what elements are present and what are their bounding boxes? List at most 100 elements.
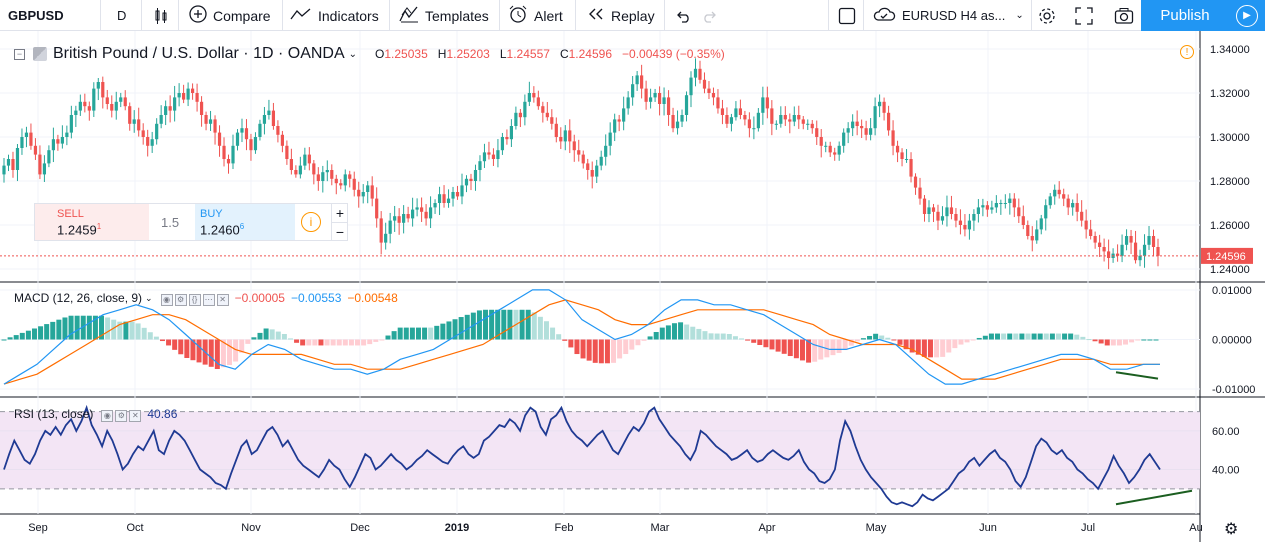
candle-body [1057, 189, 1061, 195]
fullscreen-button[interactable] [1075, 0, 1093, 31]
braces-icon[interactable]: {} [188, 293, 201, 306]
publish-video-button[interactable]: ▶ [1229, 0, 1265, 31]
candle-body [298, 165, 302, 175]
chevron-down-icon[interactable]: ⌄ [145, 292, 153, 303]
candle-body [343, 174, 347, 186]
candle-body [909, 159, 913, 177]
symbol-search[interactable]: GBPUSD [8, 8, 64, 23]
time-tick-label: Feb [555, 522, 574, 534]
publish-button[interactable]: Publish [1141, 0, 1229, 31]
candle-body [208, 119, 213, 124]
snapshot-button[interactable] [1114, 0, 1134, 31]
undo-icon [677, 11, 689, 23]
macd-histogram-bar [1147, 339, 1153, 341]
candle-body [999, 203, 1003, 204]
buy-button[interactable]: BUY 1.24606 [195, 204, 295, 240]
compare-button[interactable]: Compare [189, 0, 271, 31]
candle-body [47, 150, 51, 164]
undo-button[interactable] [674, 0, 692, 31]
eye-icon[interactable]: ◉ [101, 409, 114, 422]
candle-body [640, 75, 644, 89]
scale-settings-gear-icon[interactable]: ⚙ [1224, 521, 1239, 538]
macd-histogram-bar [361, 339, 367, 346]
more-icon[interactable]: ⋯ [202, 293, 215, 306]
spread-value: 1.5 [161, 215, 180, 230]
plus-circle-icon [189, 5, 207, 26]
candle-body [698, 68, 702, 80]
candle-body [729, 117, 734, 124]
candle-body [173, 97, 177, 111]
macd-histogram-bar [275, 331, 281, 340]
gear-icon[interactable]: ⚙ [115, 409, 128, 422]
open-value: 1.25035 [384, 47, 428, 61]
candle-body [11, 159, 15, 170]
templates-label: Templates [425, 7, 489, 24]
info-icon[interactable]: i [301, 212, 321, 232]
candle-body [348, 174, 352, 179]
candle-body [779, 115, 783, 124]
macd-histogram-bar [1049, 333, 1055, 340]
macd-histogram-bar [397, 327, 403, 340]
replay-button[interactable]: Replay [587, 0, 655, 31]
chevron-down-icon[interactable]: ⌄ [348, 48, 358, 60]
toolbar-divider [1031, 0, 1032, 31]
macd-histogram-bar [1110, 339, 1116, 346]
macd-histogram-bar [799, 339, 805, 361]
redo-button[interactable] [701, 0, 719, 31]
candle-body [864, 128, 868, 135]
candle-body [280, 134, 284, 146]
chart-canvas[interactable]: Sep Oct Nov Dec 2019 Feb Mar Apr May Jun Jul Au 1.34… [0, 31, 1265, 542]
eye-icon[interactable]: ◉ [160, 293, 173, 306]
gear-icon[interactable]: ⚙ [174, 293, 187, 306]
collapse-icon[interactable]: − [14, 48, 25, 60]
indicators-button[interactable]: Indicators [290, 0, 379, 31]
candle-body [155, 123, 159, 140]
time-tick-label: May [866, 522, 887, 534]
rsi-tick-label: 40.00 [1212, 465, 1240, 477]
macd-histogram-bar [909, 339, 915, 353]
toolbar-divider [389, 0, 390, 31]
candle-body [455, 192, 460, 197]
layout-menu[interactable]: EURUSD H4 as... ⌄ [872, 0, 1024, 31]
macd-histogram-bar [501, 309, 507, 340]
macd-histogram-bar [982, 335, 988, 340]
close-icon[interactable]: ✕ [129, 409, 142, 422]
macd-histogram-bar [806, 339, 812, 363]
macd-histogram-bar [958, 339, 964, 345]
warning-icon[interactable]: ! [1180, 45, 1194, 59]
candle-body [74, 110, 78, 115]
price-tick-label: 1.26000 [1210, 220, 1250, 232]
symbol-flag-icon [33, 47, 47, 61]
candle-body [707, 88, 711, 93]
price-tick-label: 1.34000 [1210, 44, 1250, 56]
candle-body [204, 115, 208, 124]
templates-button[interactable]: Templates [399, 0, 489, 31]
macd-histogram-bar [1123, 339, 1129, 345]
macd-histogram-bar [1031, 333, 1037, 340]
macd-histogram-bar [598, 339, 604, 364]
settings-button[interactable] [1037, 0, 1057, 31]
decrease-button[interactable]: − [331, 222, 348, 240]
alert-button[interactable]: Alert [508, 0, 563, 31]
sell-button[interactable]: SELL 1.24591 [35, 204, 149, 240]
close-icon[interactable]: ✕ [216, 293, 229, 306]
macd-histogram-bar [842, 339, 848, 351]
rsi-line [3, 404, 1161, 508]
candle-body [509, 126, 514, 140]
fullscreen-layout-button[interactable] [838, 0, 856, 31]
interval-button[interactable]: D [117, 8, 127, 23]
chart-type-button[interactable] [153, 0, 169, 31]
candle-body [1115, 253, 1120, 256]
macd-histogram-bar [13, 335, 19, 340]
candle-body [891, 130, 895, 146]
macd-histogram-bar [946, 339, 952, 353]
increase-button[interactable]: + [331, 204, 348, 222]
candle-body [869, 128, 873, 135]
candle-body [141, 130, 145, 137]
candle-body [361, 192, 365, 197]
candle-body [972, 214, 976, 221]
candle-body [1066, 198, 1070, 208]
macd-histogram-bar [891, 339, 897, 341]
macd-histogram-bar [373, 339, 379, 342]
candle-body [613, 119, 617, 133]
